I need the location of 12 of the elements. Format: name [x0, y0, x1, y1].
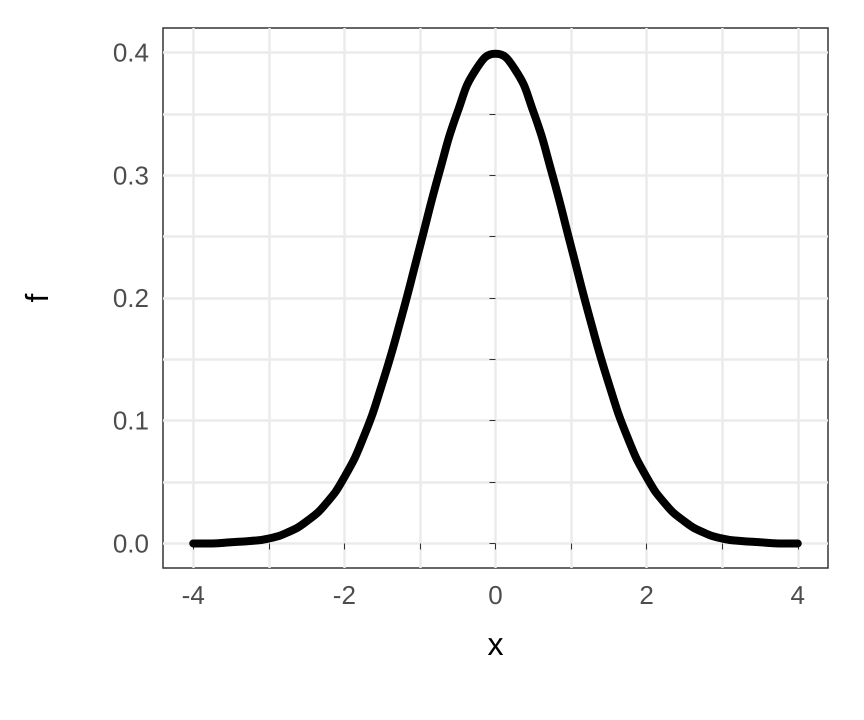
x-tick-label: 2	[639, 580, 654, 610]
x-tick-label: -2	[332, 580, 356, 610]
y-tick-label: 0.3	[112, 160, 149, 190]
y-axis-title: f	[19, 293, 55, 302]
y-tick-label: 0.2	[112, 283, 149, 313]
x-tick-label: 4	[790, 580, 806, 610]
x-tick-label: 0	[488, 580, 503, 610]
x-axis-title: x	[488, 626, 504, 662]
y-tick-label: 0.4	[112, 38, 149, 68]
y-tick-label: 0.0	[112, 528, 149, 558]
x-tick-label: -4	[182, 580, 205, 610]
y-tick-label: 0.1	[112, 406, 149, 436]
